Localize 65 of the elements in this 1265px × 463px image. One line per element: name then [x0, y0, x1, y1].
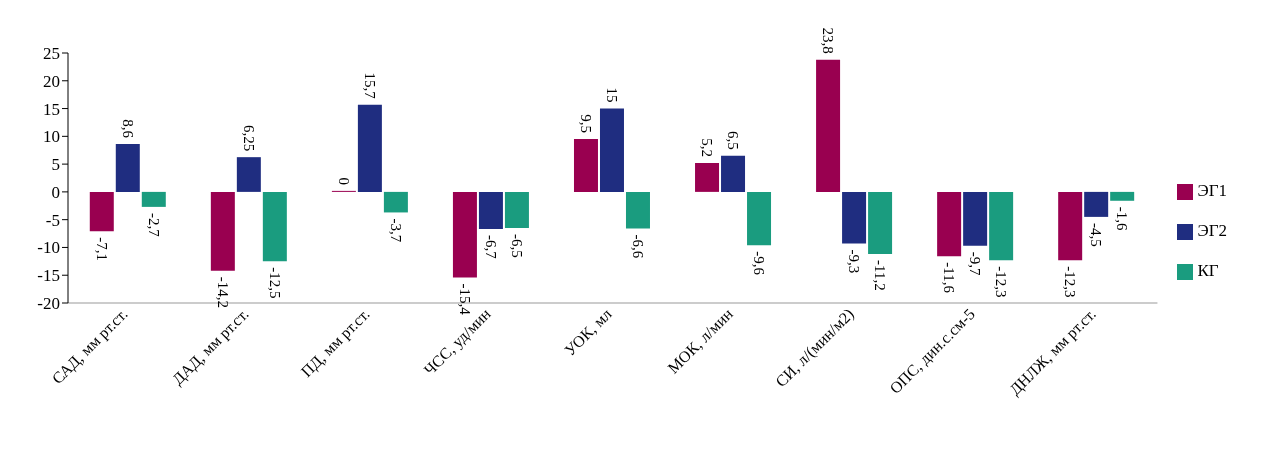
- data-label: 15: [603, 87, 620, 103]
- bar: [868, 191, 893, 255]
- bar: [1058, 191, 1083, 261]
- bar: [721, 155, 746, 192]
- bar: [236, 157, 261, 192]
- bar: [89, 191, 114, 232]
- data-label: -11,6: [941, 262, 958, 294]
- bar: [937, 191, 962, 257]
- data-label: -12,5: [266, 267, 283, 299]
- data-label: 6,5: [725, 131, 742, 150]
- data-label: -7,1: [93, 237, 110, 262]
- data-label: 8,6: [119, 119, 136, 139]
- y-tick-label: 0: [51, 182, 60, 202]
- data-label: 0: [335, 177, 352, 185]
- legend-label: ЭГ2: [1197, 220, 1227, 240]
- data-label: 9,5: [577, 114, 594, 134]
- data-label: -11,2: [872, 260, 889, 291]
- bar: [357, 104, 382, 192]
- data-label: -4,5: [1088, 222, 1105, 247]
- y-tick-label: -15: [37, 266, 60, 286]
- y-tick-label: -10: [37, 238, 60, 258]
- bar: [816, 59, 841, 192]
- bar: [452, 191, 477, 278]
- y-tick-label: -20: [37, 294, 60, 314]
- data-label: 15,7: [361, 72, 378, 100]
- data-label: -9,3: [846, 249, 863, 274]
- bar: [963, 191, 988, 246]
- bar: [599, 108, 624, 192]
- data-label: 6,25: [240, 124, 257, 152]
- bar: [842, 191, 867, 244]
- bar: [262, 191, 287, 262]
- y-tick-label: 25: [43, 44, 60, 64]
- bar: [747, 191, 772, 246]
- data-label: -2,7: [145, 212, 162, 238]
- data-label: -9,7: [967, 251, 984, 277]
- data-label: -9,6: [751, 251, 768, 276]
- bar: [478, 191, 503, 230]
- legend-label: ЭГ1: [1197, 180, 1227, 200]
- data-label: -12,3: [1062, 266, 1079, 298]
- data-label: -12,3: [993, 266, 1010, 298]
- bar: [573, 139, 598, 192]
- y-tick-label: 20: [43, 71, 60, 91]
- data-label: -3,7: [387, 218, 404, 243]
- bar: [504, 191, 529, 228]
- y-tick-label: 5: [51, 155, 60, 175]
- data-label: -6,7: [482, 235, 499, 260]
- bar: [383, 191, 408, 213]
- bar: [625, 191, 650, 229]
- bar: [989, 191, 1014, 261]
- y-tick-label: -5: [45, 210, 60, 230]
- data-label: -6,5: [508, 234, 525, 258]
- data-label: -14,2: [214, 276, 231, 309]
- bar: [115, 144, 140, 192]
- bar: [1084, 191, 1109, 217]
- legend-label: КГ: [1197, 260, 1219, 280]
- bar: [141, 191, 166, 207]
- data-label: -6,6: [629, 234, 646, 259]
- y-tick-label: 10: [43, 127, 60, 147]
- bar: [210, 191, 235, 271]
- bar: [1110, 191, 1135, 201]
- data-label: 5,2: [699, 138, 716, 157]
- bar: [695, 163, 720, 192]
- y-tick-label: 15: [43, 99, 60, 119]
- data-label: -1,6: [1114, 206, 1131, 232]
- data-label: 23,8: [820, 27, 837, 54]
